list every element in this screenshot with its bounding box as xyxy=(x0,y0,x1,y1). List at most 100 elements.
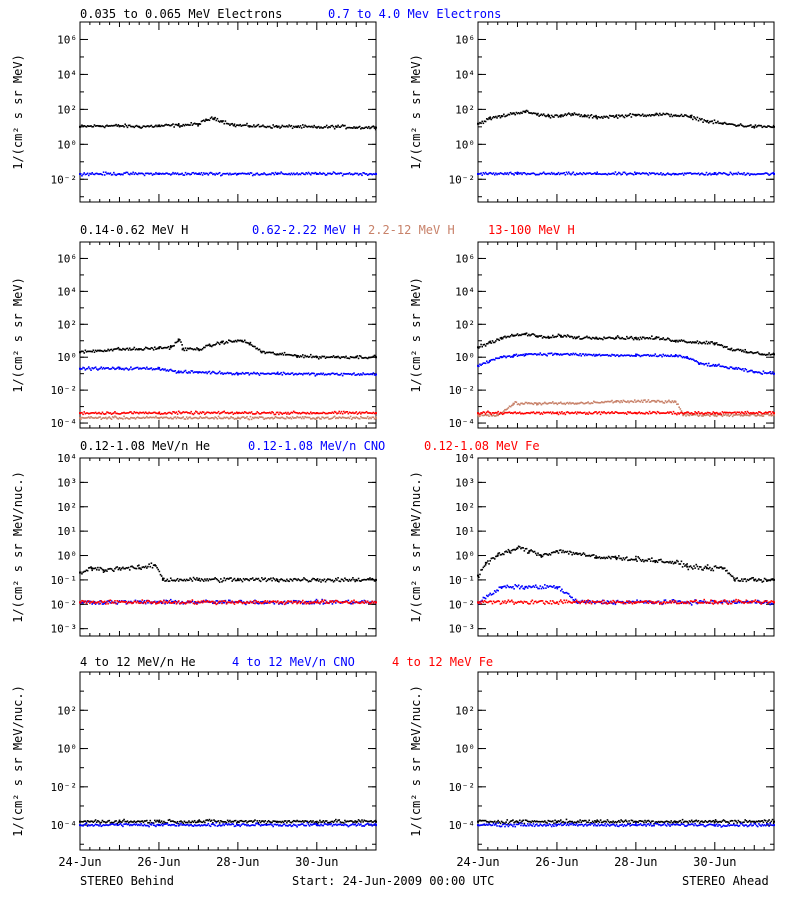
data-point xyxy=(507,355,510,357)
data-point xyxy=(221,600,223,602)
data-point xyxy=(331,579,334,581)
data-point xyxy=(108,600,111,603)
data-point xyxy=(126,126,129,129)
data-point xyxy=(84,570,87,573)
data-point xyxy=(174,416,177,418)
data-point xyxy=(230,411,232,414)
data-point xyxy=(204,120,206,123)
data-point xyxy=(302,172,304,175)
data-point xyxy=(272,351,274,354)
data-point xyxy=(615,400,618,403)
data-point xyxy=(349,173,352,176)
data-point xyxy=(772,171,775,174)
data-point xyxy=(201,371,204,373)
data-point xyxy=(272,601,274,604)
data-point xyxy=(645,172,647,174)
data-point xyxy=(147,601,149,604)
data-point xyxy=(497,357,499,360)
data-point xyxy=(573,553,576,555)
data-point xyxy=(328,602,330,605)
data-point xyxy=(171,412,173,415)
data-point xyxy=(266,579,269,582)
data-point xyxy=(179,126,181,128)
data-point xyxy=(167,173,170,175)
data-point xyxy=(533,550,536,553)
data-point xyxy=(594,115,596,118)
data-point xyxy=(659,412,661,415)
data-point xyxy=(721,172,724,175)
data-point xyxy=(768,125,770,128)
data-point xyxy=(528,353,530,355)
data-point xyxy=(669,339,671,341)
data-point xyxy=(160,602,163,605)
data-point xyxy=(141,599,144,601)
data-point xyxy=(135,124,138,127)
data-point xyxy=(223,577,226,579)
data-point xyxy=(130,565,132,568)
data-point xyxy=(231,411,234,414)
data-point xyxy=(190,417,193,420)
data-point xyxy=(717,120,719,123)
data-point xyxy=(679,354,682,357)
data-point xyxy=(207,417,210,420)
data-point xyxy=(165,123,167,126)
data-point xyxy=(753,173,756,175)
data-point xyxy=(636,114,638,117)
data-point xyxy=(355,600,358,603)
data-point xyxy=(125,124,128,127)
data-point xyxy=(483,414,486,417)
data-point xyxy=(497,410,499,413)
data-point xyxy=(763,412,766,414)
data-point xyxy=(758,173,760,175)
data-point xyxy=(198,349,200,352)
data-point xyxy=(278,172,280,175)
data-point xyxy=(554,352,556,355)
data-point xyxy=(583,411,586,414)
data-point xyxy=(132,601,134,604)
data-point xyxy=(223,372,226,375)
data-point xyxy=(682,339,685,342)
data-point xyxy=(302,602,304,605)
data-point xyxy=(740,414,743,416)
data-point xyxy=(569,550,571,553)
data-point xyxy=(300,417,303,420)
data-point xyxy=(375,126,377,129)
data-point xyxy=(353,126,355,128)
data-point xyxy=(752,173,754,176)
data-point xyxy=(360,602,362,604)
data-point xyxy=(312,577,314,580)
data-point xyxy=(177,338,180,341)
data-point xyxy=(92,417,95,419)
data-point xyxy=(180,417,182,420)
data-point xyxy=(498,413,501,415)
data-point xyxy=(645,559,647,562)
data-point xyxy=(332,580,335,583)
data-point xyxy=(748,351,751,354)
data-point xyxy=(166,416,169,419)
data-point xyxy=(102,125,105,128)
data-point xyxy=(90,412,92,414)
data-point xyxy=(215,343,218,345)
data-point xyxy=(119,601,122,603)
data-point xyxy=(273,413,276,416)
data-point xyxy=(618,400,620,403)
data-point xyxy=(216,600,219,602)
data-point xyxy=(138,602,140,604)
data-point xyxy=(273,578,276,580)
data-point xyxy=(630,172,633,175)
data-point xyxy=(333,600,336,603)
data-point xyxy=(305,602,308,605)
data-point xyxy=(286,601,288,603)
data-point xyxy=(120,125,123,127)
data-point xyxy=(363,172,366,174)
data-point xyxy=(540,173,543,175)
data-point xyxy=(482,122,485,125)
data-point xyxy=(164,173,166,175)
data-point xyxy=(167,580,170,583)
data-point xyxy=(631,412,634,415)
data-point xyxy=(205,416,207,418)
data-point xyxy=(754,352,757,354)
data-point xyxy=(529,412,531,415)
data-point xyxy=(729,123,732,125)
